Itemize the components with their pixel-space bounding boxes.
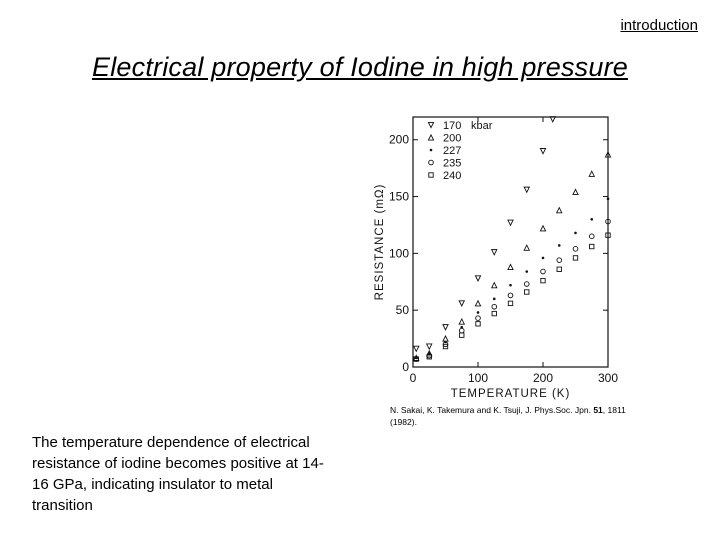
data-point-series-235 <box>588 233 595 240</box>
data-point-series-240 <box>589 243 595 250</box>
data-point-series-200 <box>555 206 563 214</box>
section-label: introduction <box>620 17 698 34</box>
data-point-series-240 <box>540 277 546 284</box>
legend-label-235: 235 <box>443 158 461 170</box>
data-point-series-170 <box>507 219 514 227</box>
data-point-series-170 <box>523 186 531 194</box>
data-point-series-200 <box>458 317 466 325</box>
data-point-series-240 <box>459 332 465 338</box>
data-point-series-240 <box>605 232 611 238</box>
x-tick-label: 200 <box>533 371 553 385</box>
data-point-series-227 <box>492 297 496 301</box>
citation-pages: , 1811 (1982). <box>390 405 626 427</box>
y-tick-label: 50 <box>396 303 410 317</box>
y-tick-label: 150 <box>389 190 409 204</box>
legend-marker-170 <box>427 121 435 129</box>
legend-marker-200 <box>427 133 435 141</box>
data-point-series-235 <box>523 281 530 287</box>
legend-label-170: 170 <box>443 120 461 132</box>
x-tick-label: 300 <box>598 371 618 385</box>
y-tick-label: 100 <box>389 246 409 260</box>
citation: N. Sakai, K. Takemura and K. Tsuji, J. P… <box>390 404 650 428</box>
data-point-series-170 <box>549 116 557 123</box>
data-point-series-170 <box>539 148 547 155</box>
resistance-chart-svg: 0 100 200 300 0 50 100 150 200 TEMPERATURE (K) RES… <box>374 116 618 400</box>
resistance-chart: 0 100 200 300 0 50 100 150 200 TEMPERATURE (K) RES… <box>358 105 618 405</box>
y-tick-label: 200 <box>389 133 409 147</box>
data-point-series-227 <box>574 231 577 235</box>
data-point-series-170 <box>442 324 449 331</box>
legend-marker-235 <box>428 159 434 166</box>
data-point-series-227 <box>541 256 545 260</box>
data-point-series-227 <box>509 283 512 287</box>
data-point-series-170 <box>458 300 466 307</box>
data-point-series-240 <box>426 354 432 360</box>
y-tick-label: 0 <box>402 360 409 374</box>
citation-authors: N. Sakai, K. Takemura and K. Tsuji, J. P… <box>390 405 591 415</box>
data-point-series-200 <box>490 281 498 289</box>
data-point-series-240 <box>524 289 530 295</box>
legend-label-240: 240 <box>443 170 461 182</box>
x-tick-label: 100 <box>468 371 488 385</box>
data-point-series-200 <box>474 299 482 307</box>
plot-frame <box>412 116 609 368</box>
data-point-series-200 <box>604 150 612 158</box>
data-point-series-235 <box>556 257 563 263</box>
data-point-series-227 <box>525 270 529 273</box>
x-axis-title: TEMPERATURE (K) <box>451 388 571 400</box>
data-point-series-200 <box>442 334 449 342</box>
data-point-series-235 <box>572 246 579 252</box>
description-text: The temperature dependence of electrical… <box>32 434 324 514</box>
data-point-series-227 <box>590 217 594 221</box>
citation-volume: 51 <box>593 405 603 415</box>
data-point-series-235 <box>507 292 514 299</box>
data-point-series-240 <box>556 266 562 272</box>
data-point-series-200 <box>588 170 596 177</box>
data-point-series-200 <box>572 188 579 196</box>
data-point-series-227 <box>460 325 464 329</box>
data-point-series-200 <box>523 244 531 251</box>
data-point-series-170 <box>474 275 482 282</box>
data-point-series-240 <box>507 300 514 307</box>
data-point-series-240 <box>572 255 579 261</box>
data-point-series-240 <box>442 343 449 350</box>
data-point-series-200 <box>539 224 547 232</box>
data-point-series-235 <box>540 268 546 275</box>
y-axis-title: RESISTANCE (mΩ) <box>374 184 386 301</box>
data-point-series-227 <box>606 197 610 201</box>
legend-label-227: 227 <box>443 145 461 157</box>
data-point-series-200 <box>507 263 514 271</box>
data-point-series-240 <box>475 321 481 327</box>
data-point-series-240 <box>491 310 497 317</box>
data-point-series-170 <box>412 345 420 353</box>
legend-label-200: 200 <box>443 133 461 145</box>
data-point-series-235 <box>605 218 611 225</box>
data-point-series-235 <box>475 315 481 321</box>
data-point-series-240 <box>413 356 419 362</box>
data-point-series-227 <box>476 311 480 314</box>
data-point-series-235 <box>491 303 498 310</box>
data-point-series-227 <box>557 244 561 247</box>
data-point-series-235 <box>458 327 465 334</box>
slide-title: Electrical property of Iodine in high pr… <box>92 52 628 82</box>
x-tick-label: 0 <box>410 371 417 385</box>
data-point-series-170 <box>490 249 498 256</box>
legend-marker-240 <box>428 172 434 178</box>
legend-unit: kbar <box>471 120 493 132</box>
legend-marker-227 <box>429 148 433 152</box>
data-point-series-170 <box>425 343 433 351</box>
